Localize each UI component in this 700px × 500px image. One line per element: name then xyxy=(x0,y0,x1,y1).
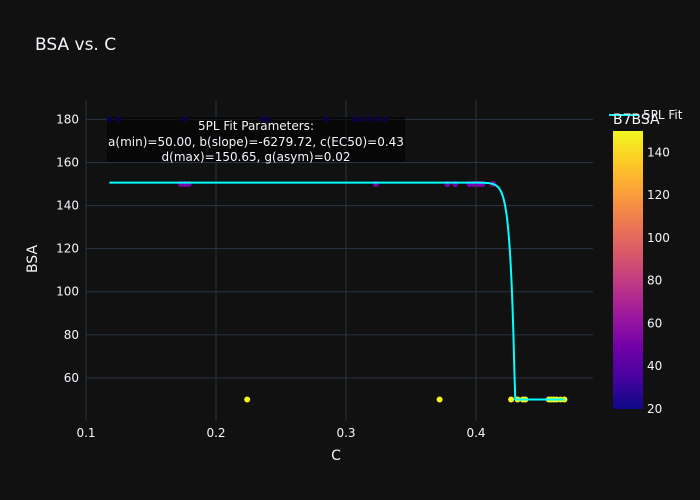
colorbar: B7BSA 20 40 60 80 100 120 140 xyxy=(613,112,670,416)
colorbar-tick-label: 20 xyxy=(647,402,662,416)
y-tick-labels: 60 80 100 120 140 160 180 xyxy=(56,112,79,385)
colorbar-title: B7BSA xyxy=(613,112,660,128)
colorbar-tick-labels: 20 40 60 80 100 120 140 xyxy=(647,145,670,416)
colorbar-scale xyxy=(613,131,643,409)
x-tick-label: 0.3 xyxy=(336,426,355,440)
colorbar-tick-label: 40 xyxy=(647,359,662,373)
y-tick-label: 80 xyxy=(64,328,79,342)
x-tick-label: 0.1 xyxy=(76,426,95,440)
x-tick-label: 0.2 xyxy=(206,426,225,440)
data-point xyxy=(436,396,443,403)
annotation-line-2: a(min)=50.00, b(slope)=-6279.72, c(EC50)… xyxy=(108,135,404,149)
y-tick-label: 160 xyxy=(56,155,79,169)
legend-label: 5PL Fit xyxy=(643,108,683,122)
y-tick-label: 120 xyxy=(56,242,79,256)
annotation-box xyxy=(107,117,405,162)
y-axis-title: BSA xyxy=(25,245,41,274)
colorbar-tick-label: 140 xyxy=(647,145,670,159)
data-point xyxy=(508,396,515,403)
annotation-line-1: 5PL Fit Parameters: xyxy=(198,119,314,133)
colorbar-tick-label: 60 xyxy=(647,316,662,330)
fit-curve-line xyxy=(109,181,565,401)
x-tick-labels: 0.1 0.2 0.3 0.4 xyxy=(76,426,485,440)
y-tick-label: 180 xyxy=(56,112,79,126)
legend[interactable]: 5PL Fit xyxy=(609,108,683,122)
colorbar-tick-label: 100 xyxy=(647,231,670,245)
colorbar-tick-label: 120 xyxy=(647,188,670,202)
y-tick-label: 140 xyxy=(56,199,79,213)
data-point xyxy=(244,396,251,403)
fit-parameters-annotation: 5PL Fit Parameters: a(min)=50.00, b(slop… xyxy=(107,117,405,164)
x-axis-title: C xyxy=(331,448,341,464)
annotation-line-3: d(max)=150.65, g(asym)=0.02 xyxy=(162,150,351,164)
y-tick-label: 100 xyxy=(56,285,79,299)
y-tick-label: 60 xyxy=(64,371,79,385)
x-tick-label: 0.4 xyxy=(466,426,485,440)
colorbar-tick-label: 80 xyxy=(647,274,662,288)
chart-title: BSA vs. C xyxy=(35,35,116,55)
